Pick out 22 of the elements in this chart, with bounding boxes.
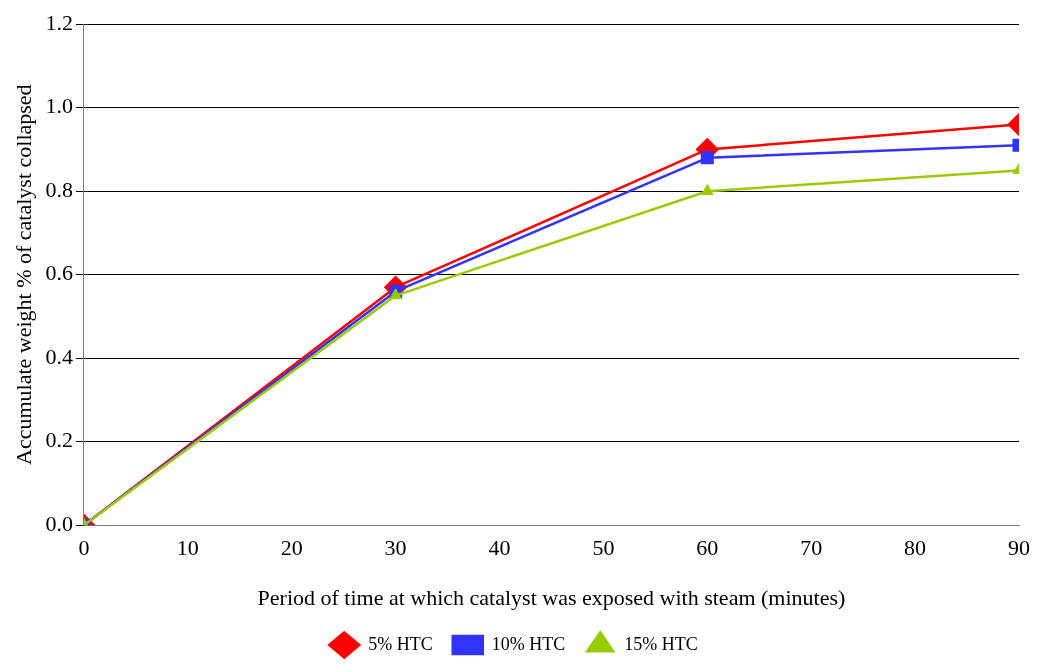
- y-tick-label: 0.4: [45, 343, 73, 369]
- x-tick-label: 0: [78, 535, 90, 561]
- x-tick-label: 90: [1008, 535, 1030, 561]
- x-tick-label: 60: [696, 535, 719, 561]
- x-tick-label: 20: [280, 535, 303, 561]
- y-axis-title: Accumulate weight % of catalyst collapsed: [10, 84, 36, 465]
- x-tick-label: 10: [176, 535, 199, 561]
- x-tick-label: 40: [488, 535, 511, 561]
- x-tick-label: 70: [800, 535, 823, 561]
- y-tick-label: 0.2: [45, 427, 73, 453]
- y-tick-label: 0.6: [45, 260, 73, 286]
- x-axis-title: Period of time at which catalyst was exposed with steam (minutes): [257, 584, 846, 610]
- y-tick-label: 0.0: [45, 510, 73, 536]
- x-tick-label: 80: [904, 535, 927, 561]
- legend-label: 5% HTC: [368, 633, 433, 654]
- legend-label: 10% HTC: [491, 633, 566, 654]
- y-tick-label: 0.8: [45, 176, 73, 202]
- y-tick-label: 1.2: [45, 9, 73, 35]
- x-tick-label: 50: [592, 535, 615, 561]
- y-tick-label: 1.0: [45, 93, 73, 119]
- legend-label: 15% HTC: [624, 633, 698, 654]
- x-tick-label: 30: [384, 535, 407, 561]
